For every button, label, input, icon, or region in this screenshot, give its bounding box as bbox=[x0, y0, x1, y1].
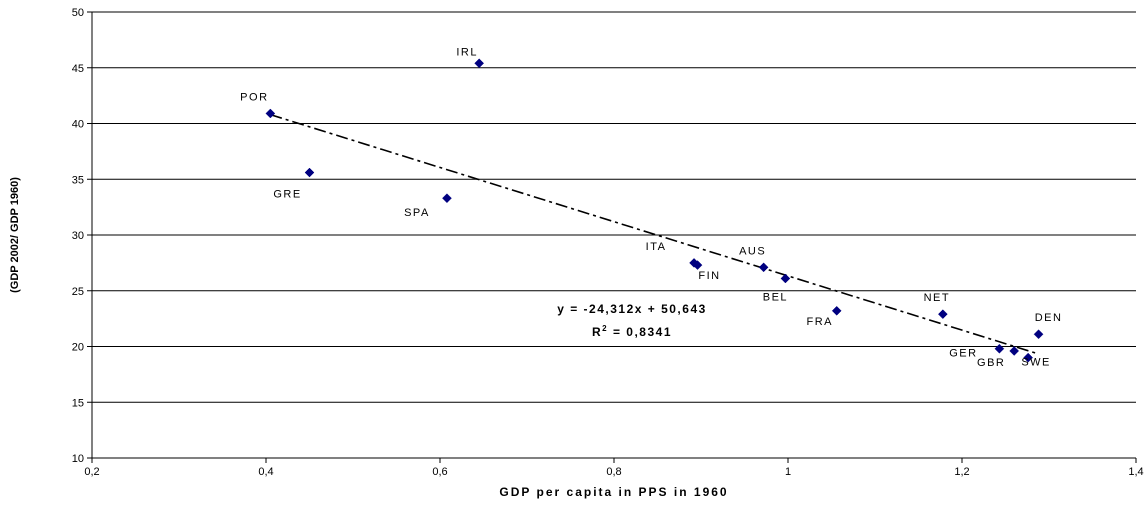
x-tick-label: 0,6 bbox=[432, 466, 447, 478]
y-tick-label: 45 bbox=[72, 63, 84, 75]
point-gre bbox=[304, 167, 315, 178]
point-net bbox=[938, 309, 948, 320]
point-por bbox=[265, 108, 276, 119]
trendline bbox=[270, 113, 1037, 354]
y-tick-label: 15 bbox=[72, 397, 84, 409]
axes bbox=[87, 11, 1137, 463]
y-tick-labels: 10 15 20 25 30 35 40 45 50 bbox=[72, 7, 84, 465]
point-label-irl: IRL bbox=[456, 46, 478, 58]
r-squared-prefix: R bbox=[592, 325, 602, 339]
y-tick-label: 25 bbox=[72, 286, 84, 298]
y-tick-label: 10 bbox=[72, 453, 84, 465]
gridlines bbox=[92, 11, 1136, 403]
point-label-spa: SPA bbox=[404, 207, 430, 219]
point-ger bbox=[994, 343, 1005, 354]
x-tick-label: 0,4 bbox=[258, 466, 273, 478]
point-label-bel: BEL bbox=[763, 291, 788, 303]
x-tick-label: 1,2 bbox=[954, 466, 969, 478]
x-tick-label: 1 bbox=[785, 466, 791, 478]
point-gbr bbox=[1009, 346, 1020, 356]
r-squared-exponent: 2 bbox=[602, 324, 608, 333]
y-tick-label: 50 bbox=[72, 7, 84, 19]
point-fra bbox=[831, 305, 842, 316]
x-tick-label: 1,4 bbox=[1128, 466, 1143, 478]
point-label-ger: GER bbox=[949, 348, 977, 360]
point-label-gre: GRE bbox=[273, 189, 301, 201]
point-bel bbox=[780, 273, 791, 284]
y-tick-label: 40 bbox=[72, 119, 84, 131]
y-tick-label: 35 bbox=[72, 174, 84, 186]
point-fin bbox=[692, 260, 703, 270]
x-axis-title: GDP per capita in PPS in 1960 bbox=[499, 485, 728, 499]
trendline-equation: y = -24,312x + 50,643 bbox=[557, 302, 707, 316]
r-squared: R2 = 0,8341 bbox=[592, 324, 672, 339]
x-tick-label: 0,2 bbox=[84, 466, 99, 478]
point-label-aus: AUS bbox=[739, 245, 766, 257]
point-label-net: NET bbox=[924, 292, 951, 304]
point-den bbox=[1033, 329, 1044, 340]
x-tick-label: 0,8 bbox=[606, 466, 621, 478]
x-tick-labels: 0,2 0,4 0,6 0,8 1 1,2 1,4 bbox=[84, 466, 1143, 478]
y-axis-title: (GDP 2002/ GDP 1960) bbox=[9, 177, 21, 293]
point-label-fin: FIN bbox=[698, 270, 720, 282]
point-label-por: POR bbox=[240, 91, 268, 103]
y-tick-label: 20 bbox=[72, 342, 84, 354]
point-label-den: DEN bbox=[1035, 312, 1063, 324]
point-swe bbox=[1023, 352, 1033, 363]
r-squared-value: = 0,8341 bbox=[608, 325, 672, 339]
point-label-fra: FRA bbox=[806, 316, 833, 328]
trendline-group bbox=[270, 113, 1037, 354]
y-tick-label: 30 bbox=[72, 230, 84, 242]
data-points bbox=[265, 58, 1044, 363]
point-label-swe: SWE bbox=[1021, 357, 1051, 369]
point-irl bbox=[474, 58, 485, 69]
point-spa bbox=[442, 193, 452, 204]
point-aus bbox=[758, 262, 769, 273]
point-label-gbr: GBR bbox=[977, 357, 1005, 369]
point-label-ita: ITA bbox=[646, 241, 667, 253]
